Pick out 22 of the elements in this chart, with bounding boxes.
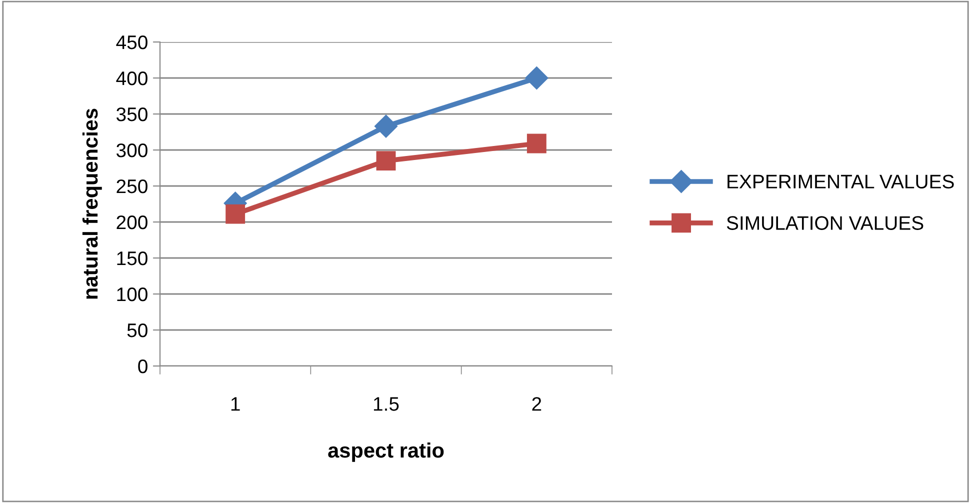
point (226, 204, 246, 224)
y-tick-label: 300 (116, 143, 148, 158)
point (374, 114, 398, 138)
y-tick-label: 0 (138, 359, 148, 374)
y-tick-label: 400 (116, 71, 148, 86)
y-tick-label: 350 (116, 107, 148, 122)
x-axis-title: aspect ratio (328, 442, 444, 462)
y-tick-label: 100 (117, 287, 148, 302)
point (376, 151, 396, 171)
y-tick-label: 150 (117, 251, 148, 266)
legend-label: EXPERIMENTAL VALUES (728, 174, 954, 188)
point (526, 134, 546, 154)
x-tick-label: 2 (532, 397, 542, 411)
x-tick-label: 1.5 (374, 397, 399, 411)
x-tick-label: 1 (231, 397, 240, 411)
y-axis-title: natural frequencies (82, 108, 102, 299)
point (525, 66, 548, 90)
y-tick-label: 50 (127, 323, 148, 338)
legend-label: SIMULATION VALUES (726, 216, 924, 230)
y-tick-label: 250 (116, 179, 148, 194)
y-tick-label: 200 (116, 215, 148, 230)
y-tick-label: 450 (116, 35, 148, 50)
